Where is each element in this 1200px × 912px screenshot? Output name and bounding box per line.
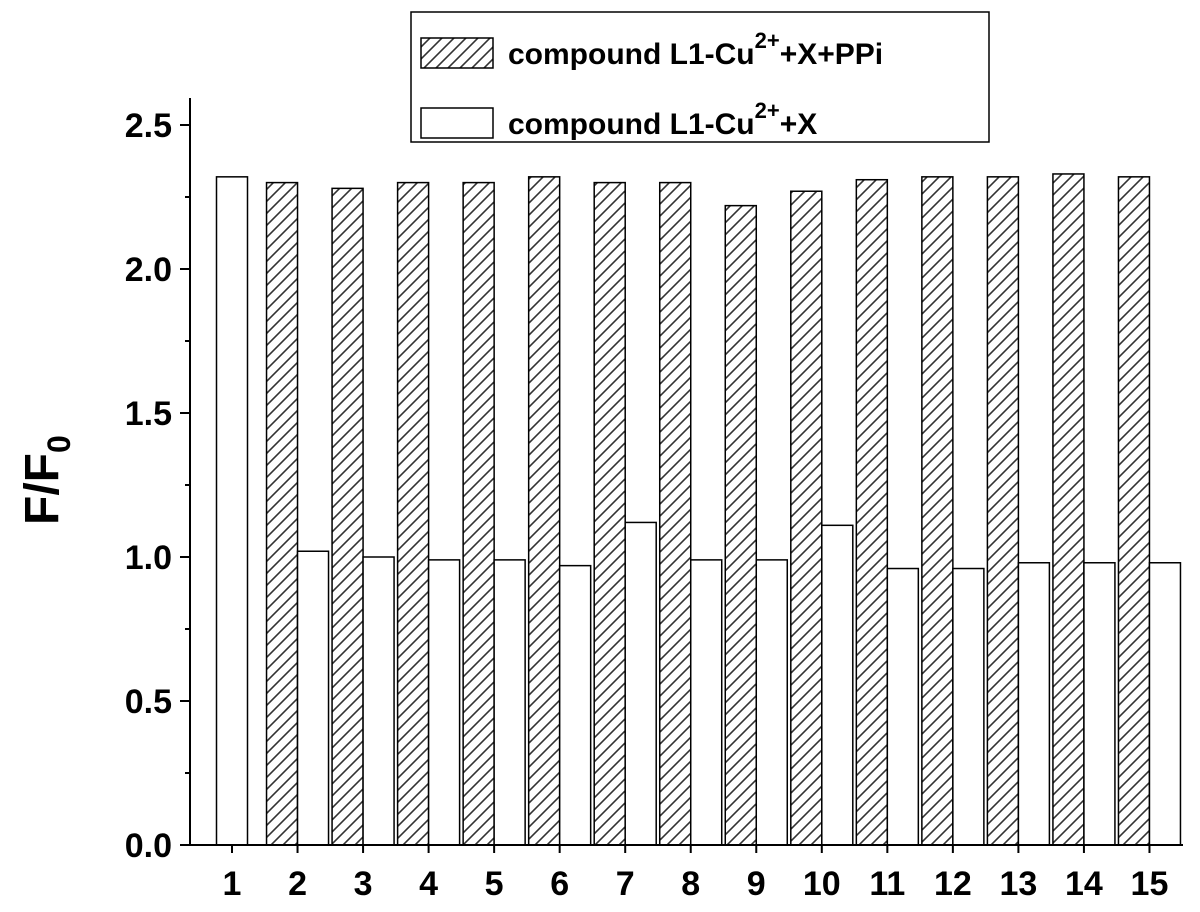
legend-box [410, 11, 990, 143]
bar-hatched [986, 176, 1020, 846]
legend: compound L1-Cu2++X+PPi compound L1-Cu2++… [410, 11, 990, 143]
bar-hatched [527, 176, 561, 846]
y-tick-label: 0.0 [125, 827, 172, 865]
x-tick-label: 4 [419, 865, 438, 903]
bars-layer [215, 173, 1182, 846]
y-tick-label: 1.5 [125, 395, 172, 433]
x-tick-label: 2 [288, 865, 307, 903]
bar-open [493, 559, 526, 846]
bar-open [952, 567, 985, 846]
x-tick-label: 10 [803, 865, 841, 903]
bar-hatched [396, 181, 430, 846]
bar-open [689, 559, 723, 846]
x-tick-label: 9 [747, 865, 766, 903]
x-tick-label: 7 [616, 865, 635, 903]
bar-open [1148, 562, 1182, 846]
legend-swatch-open [420, 107, 494, 139]
y-axis-label: F/F0 [16, 435, 77, 525]
legend-swatch-hatched [420, 37, 494, 69]
bar-hatched [265, 181, 299, 846]
x-tick-label: 15 [1131, 865, 1169, 903]
bar-hatched [658, 181, 692, 846]
bar-open [886, 567, 920, 846]
legend-label-hatched: compound L1-Cu2++X+PPi [508, 28, 883, 71]
legend-label-open: compound L1-Cu2++X [508, 98, 817, 141]
y-axis-label-subscript: 0 [41, 435, 77, 453]
x-tick-label: 8 [681, 865, 700, 903]
bar-hatched [331, 187, 364, 846]
bar-hatched [1117, 176, 1151, 846]
y-axis-label-main: F/F [16, 453, 69, 525]
bar-open [215, 176, 249, 846]
x-tick-label: 3 [354, 865, 373, 903]
y-tick-label: 2.5 [125, 107, 172, 145]
bar-open [1083, 562, 1116, 846]
y-axis-ticks: 0.0 0.5 1.0 1.5 2.0 2.5 [125, 107, 190, 865]
bar-open [427, 559, 461, 846]
x-axis-ticks: 1 2 3 4 5 6 7 8 9 10 11 12 13 14 15 [223, 845, 1169, 903]
bar-open [624, 521, 657, 846]
x-tick-label: 13 [999, 865, 1037, 903]
bar-hatched [1052, 173, 1085, 846]
bar-open [1017, 562, 1051, 846]
y-tick-label: 0.5 [125, 683, 172, 721]
bar-open [821, 524, 854, 846]
x-tick-label: 6 [550, 865, 569, 903]
bar-open [296, 550, 330, 846]
x-tick-label: 14 [1065, 865, 1103, 903]
bar-open [755, 559, 789, 846]
bar-hatched [790, 190, 823, 846]
x-tick-label: 11 [869, 865, 905, 903]
y-tick-label: 1.0 [125, 539, 172, 577]
bar-open [362, 556, 395, 846]
bar-hatched [855, 178, 889, 846]
bar-hatched [462, 181, 495, 846]
x-tick-label: 12 [934, 865, 972, 903]
x-tick-label: 1 [223, 865, 242, 903]
x-tick-label: 5 [485, 865, 504, 903]
y-tick-label: 2.0 [125, 251, 172, 289]
bar-open [558, 564, 592, 846]
bar-hatched [921, 176, 954, 846]
bar-hatched [724, 204, 758, 846]
bar-hatched [593, 181, 626, 846]
